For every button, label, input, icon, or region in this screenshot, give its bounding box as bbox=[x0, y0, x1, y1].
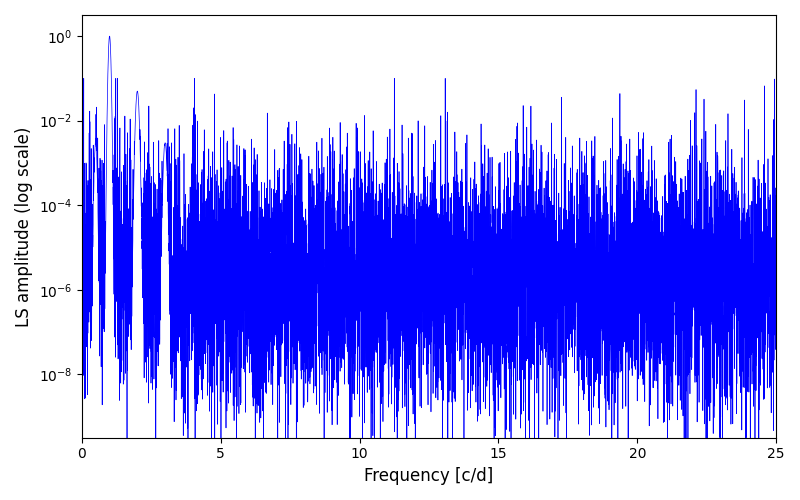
Y-axis label: LS amplitude (log scale): LS amplitude (log scale) bbox=[15, 126, 33, 326]
X-axis label: Frequency [c/d]: Frequency [c/d] bbox=[364, 467, 494, 485]
